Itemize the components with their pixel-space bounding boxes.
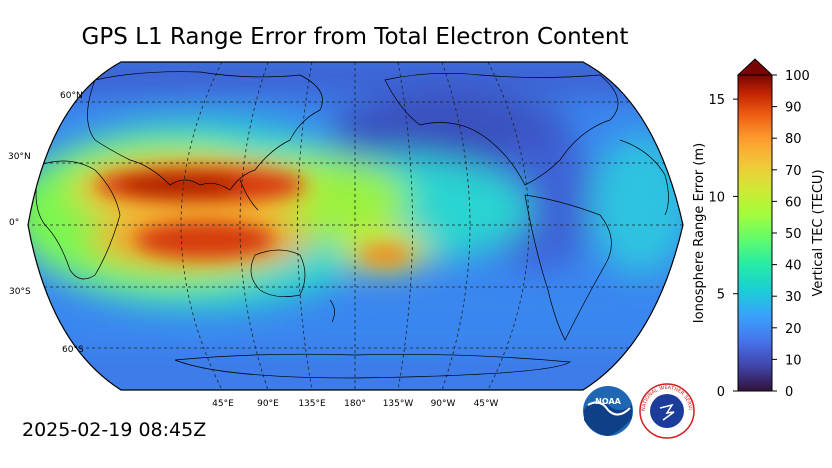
meridian-45w	[487, 62, 530, 390]
meridian-90e	[239, 62, 269, 390]
colorbar-right-tick-label: 100	[785, 69, 810, 84]
lat-label-equator: 0°	[9, 218, 19, 228]
colorbar-right-tick-label: 70	[785, 164, 802, 179]
lon-label-90e: 90°E	[257, 399, 279, 409]
globe-outline	[27, 61, 684, 391]
south-america-coast	[524, 194, 612, 341]
lon-label-135e: 135°E	[298, 399, 326, 409]
lon-label-45w: 45°W	[474, 399, 499, 409]
colorbar-right-tick-label: 40	[785, 259, 802, 274]
colorbar-left-tick-label: 0	[717, 385, 725, 400]
colorbar-right-tick-label: 80	[785, 132, 802, 147]
chart-title: GPS L1 Range Error from Total Electron C…	[81, 24, 629, 50]
colorbar-left-tick-label: 5	[717, 288, 725, 303]
colorbar-left-tick-label: 15	[708, 93, 725, 108]
colorbar-right-tick-label: 60	[785, 195, 802, 210]
colorbar: 0 5 10 15 0 10 20 30 40 50 60 70 80 90 100 Ionosphere…	[692, 58, 826, 400]
lon-label-45e: 45°E	[212, 399, 234, 409]
africa-coast	[35, 160, 121, 280]
west-africa-coast-east	[619, 139, 669, 216]
noaa-logo: NOAA	[583, 386, 633, 436]
meridian-90w	[441, 62, 471, 390]
meridian-45e	[180, 62, 223, 390]
colorbar-left-axis: 0 5 10 15	[708, 93, 738, 400]
colorbar-right-axis: 0 10 20 30 40 50 60 70 80 90 100	[772, 69, 810, 400]
noaa-logo-text: NOAA	[595, 397, 621, 406]
australia-coast	[250, 249, 306, 297]
colorbar-right-tick-label: 0	[785, 385, 793, 400]
colorbar-gradient	[737, 74, 773, 392]
lon-label-135w: 135°W	[383, 399, 414, 409]
new-zealand-coast	[329, 299, 335, 323]
lat-label-60s: 60°S	[62, 345, 84, 355]
eurasia-coast	[87, 71, 323, 191]
colorbar-left-title: Ionosphere Range Error (m)	[692, 143, 707, 323]
lat-label-30n: 30°N	[8, 152, 31, 162]
colorbar-right-tick-label: 90	[785, 101, 802, 116]
colorbar-right-tick-label: 10	[785, 353, 802, 368]
colorbar-left-tick-label: 10	[708, 190, 725, 205]
graticule	[28, 62, 683, 390]
colorbar-right-tick-label: 30	[785, 290, 802, 305]
timestamp: 2025-02-19 08:45Z	[22, 419, 207, 441]
colorbar-extend-arrow	[736, 58, 774, 76]
lat-label-30s: 30°S	[9, 287, 31, 297]
meridian-135w	[397, 62, 413, 390]
malay-peninsula-coast	[239, 179, 259, 211]
colorbar-right-title: Vertical TEC (TECU)	[811, 169, 826, 296]
coastlines	[35, 71, 669, 379]
lat-label-60n: 60°N	[60, 91, 83, 101]
north-america-coast	[384, 73, 619, 186]
lon-label-180: 180°	[344, 399, 366, 409]
colorbar-right-tick-label: 50	[785, 227, 802, 242]
lon-label-90w: 90°W	[431, 399, 456, 409]
colorbar-right-tick-label: 20	[785, 322, 802, 337]
antarctica-coast	[174, 353, 572, 379]
meridian-135e	[297, 62, 313, 390]
